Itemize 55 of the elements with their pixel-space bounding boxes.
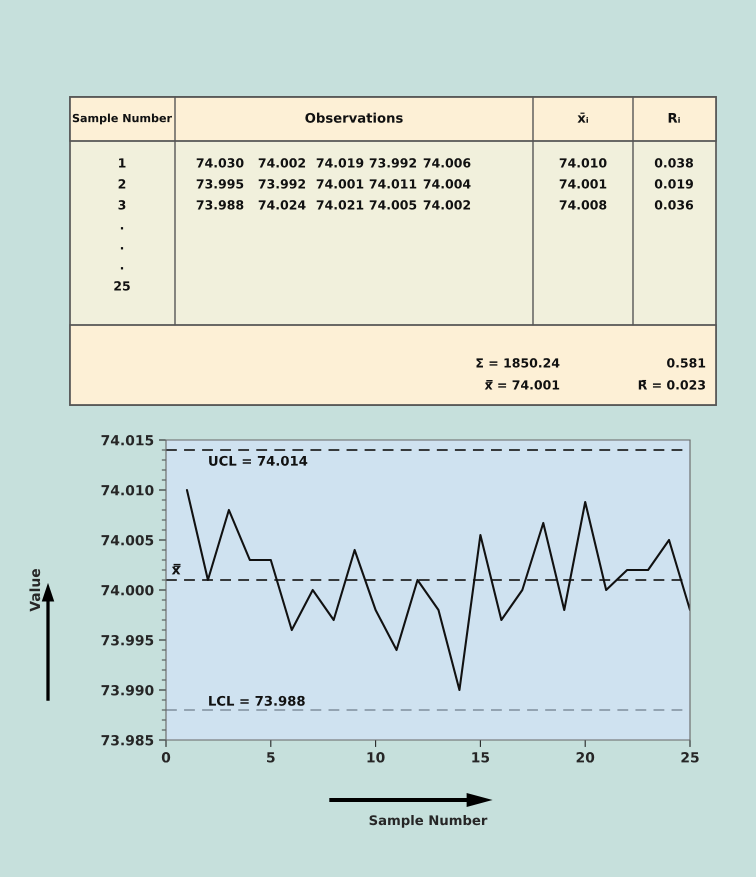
x-tick-label: 25 xyxy=(681,752,699,763)
text: 74.008 xyxy=(560,200,606,210)
text: 0.036 xyxy=(654,200,694,210)
text: 0.581 xyxy=(667,358,706,368)
text: 74.001 xyxy=(560,179,606,189)
text: 74.002 xyxy=(258,158,306,168)
y-tick-label: 73.990 xyxy=(102,684,154,696)
text: x̄ᵢ xyxy=(578,112,588,123)
text: . xyxy=(120,227,124,230)
x-tick-label: 10 xyxy=(368,752,385,763)
text: 74.024 xyxy=(258,200,306,210)
x-axis-title: Sample Number xyxy=(370,815,488,828)
text: 74.010 xyxy=(560,158,607,168)
text: 74.019 xyxy=(316,158,364,168)
text: Sample Number xyxy=(72,114,172,124)
ref-line-label: UCL = 74.014 xyxy=(209,456,308,466)
y-tick-label: 74.010 xyxy=(102,484,154,496)
y-tick-label: 73.985 xyxy=(102,734,154,746)
text: 74.006 xyxy=(424,158,470,168)
text: 74.011 xyxy=(370,179,416,189)
text: Rᵢ xyxy=(668,113,680,123)
text: 73.995 xyxy=(196,179,244,189)
x-tick-label: 0 xyxy=(162,752,170,763)
ref-line-label: LCL = 73.988 xyxy=(209,696,305,706)
text: 74.005 xyxy=(370,200,416,210)
text: 0.019 xyxy=(654,179,693,189)
text: 0.038 xyxy=(654,158,693,168)
text: Σ = 1850.24 xyxy=(476,358,560,368)
text: 3 xyxy=(118,200,126,210)
y-tick-label: 74.015 xyxy=(102,434,154,446)
text: 74.030 xyxy=(196,158,244,168)
text: R̄ = 0.023 xyxy=(638,380,706,390)
text: 25 xyxy=(114,281,130,291)
y-tick-label: 74.000 xyxy=(102,584,154,596)
text: 73.988 xyxy=(196,200,244,210)
text: x̿ = 74.001 xyxy=(484,380,560,390)
y-axis-title: Value xyxy=(29,568,40,612)
text: 74.002 xyxy=(424,200,470,210)
text: 74.021 xyxy=(316,200,364,210)
text: 1 xyxy=(119,158,126,168)
ref-line-label: x̿ xyxy=(172,564,181,574)
text: . xyxy=(120,247,124,250)
text: . xyxy=(120,267,124,270)
text: 74.004 xyxy=(424,179,471,189)
text: 2 xyxy=(118,179,126,188)
y-tick-label: 74.005 xyxy=(102,534,154,546)
x-tick-label: 20 xyxy=(576,752,594,763)
text: 73.992 xyxy=(370,158,416,168)
y-tick-label: 73.995 xyxy=(102,634,154,646)
text: 73.992 xyxy=(258,179,306,189)
text: Observations xyxy=(305,112,403,123)
x-tick-label: 5 xyxy=(267,752,275,763)
x-tick-label: 15 xyxy=(472,752,490,763)
line-series xyxy=(186,488,690,692)
text: 74.001 xyxy=(316,179,364,189)
